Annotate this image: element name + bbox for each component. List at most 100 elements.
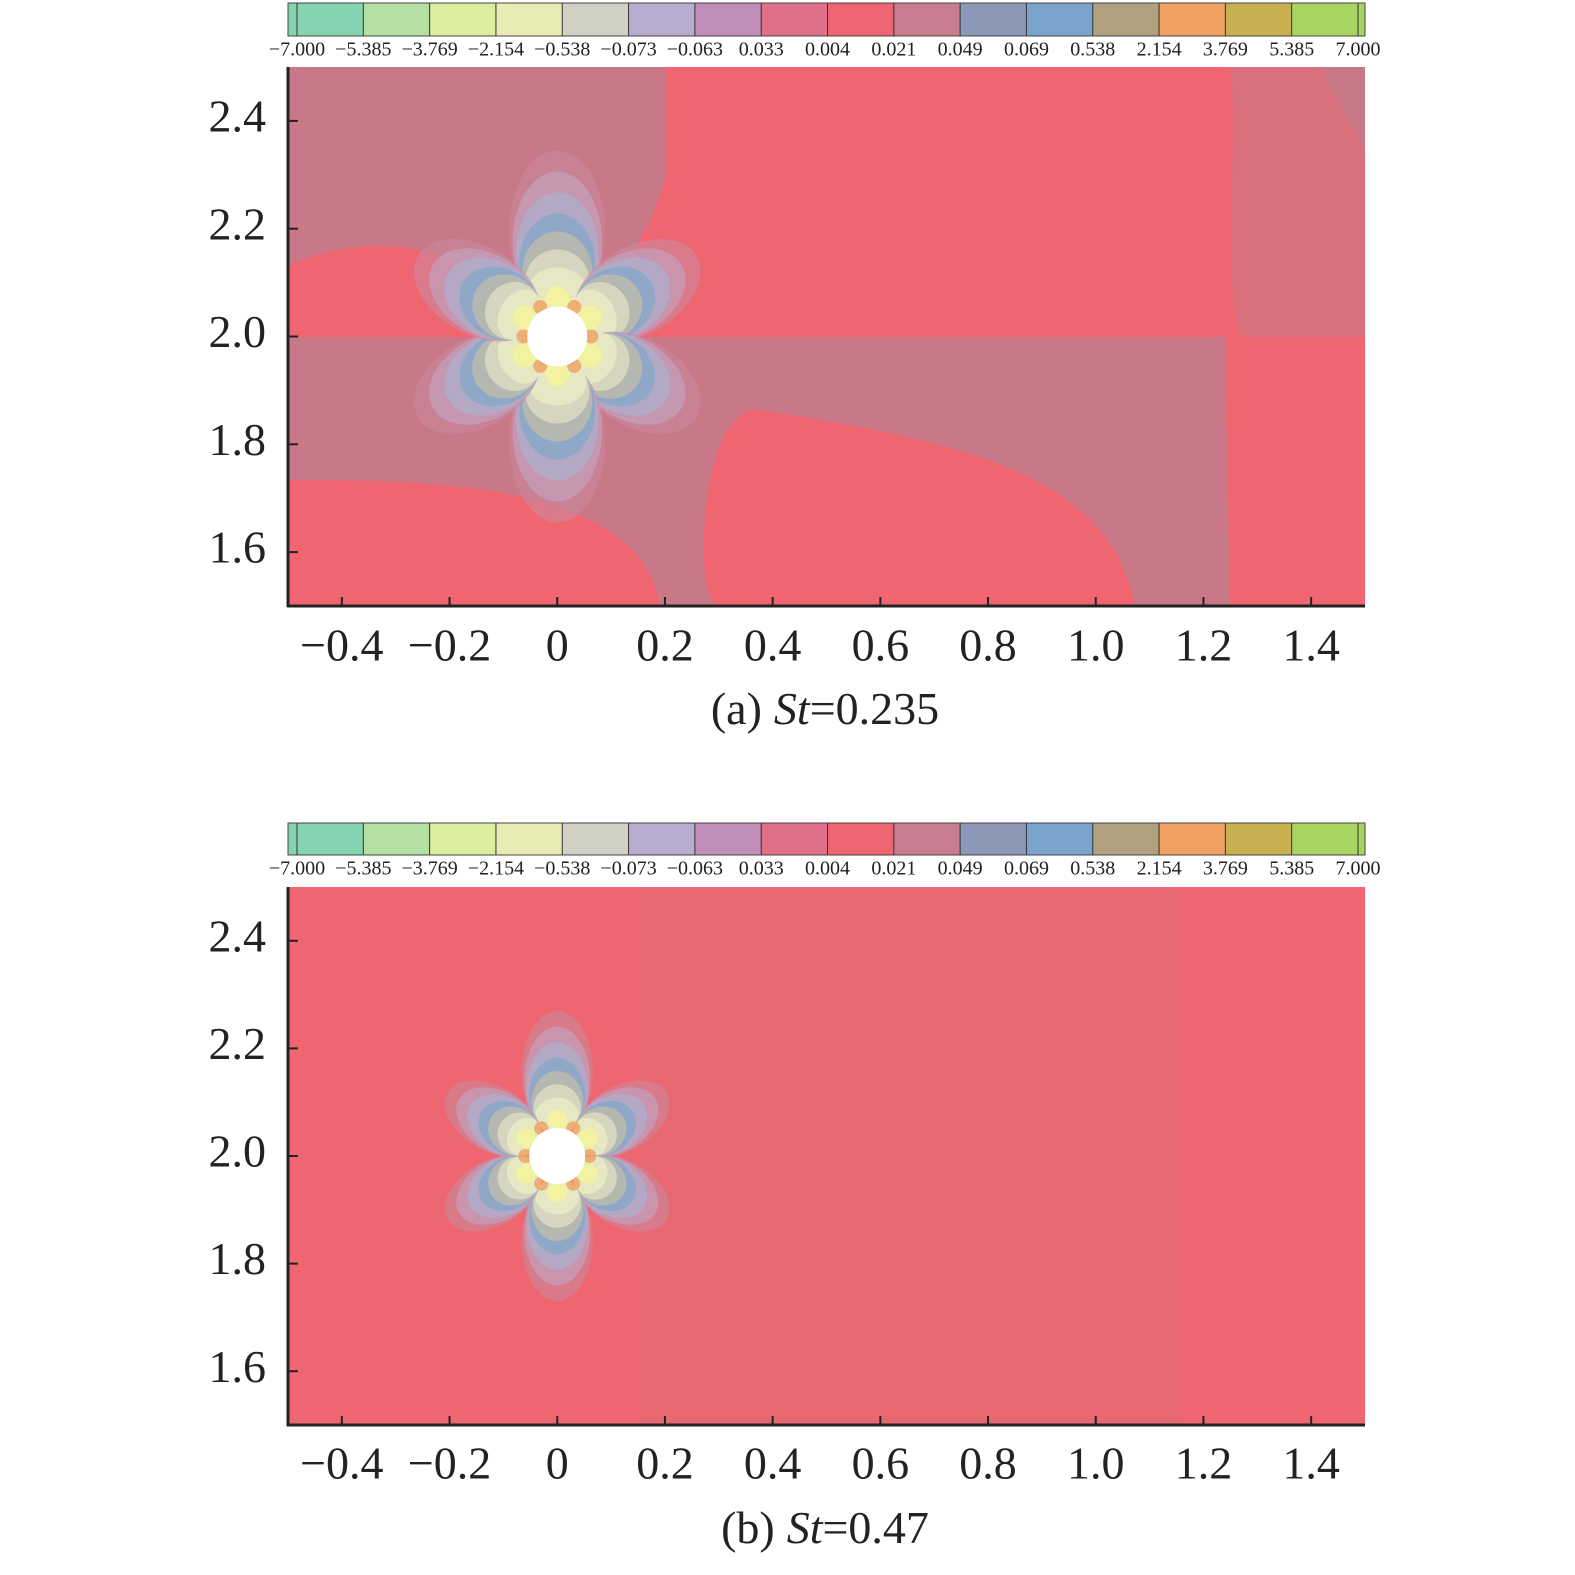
y-tick-label: 2.4 bbox=[209, 90, 267, 141]
colorbar-label: −7.000 bbox=[269, 39, 325, 61]
colorbar-label: −2.154 bbox=[468, 39, 524, 61]
colorbar-label: 2.154 bbox=[1137, 858, 1182, 880]
colorbar-label: −5.385 bbox=[335, 858, 391, 880]
colorbar-swatch bbox=[628, 823, 695, 855]
colorbar-swatch bbox=[960, 823, 1027, 855]
colorbar-swatch bbox=[495, 3, 563, 36]
x-tick-label: −0.2 bbox=[408, 620, 491, 671]
colorbar-label: 0.049 bbox=[938, 858, 983, 880]
colorbar-swatch bbox=[827, 3, 894, 36]
colorbar-label: 3.769 bbox=[1203, 39, 1248, 61]
colorbar-swatch bbox=[694, 3, 762, 36]
colorbar-label: −0.073 bbox=[600, 39, 656, 61]
y-tick-label: 2.2 bbox=[209, 1018, 267, 1069]
colorbar-label: 3.769 bbox=[1203, 858, 1248, 880]
y-tick-label: 2.0 bbox=[209, 1126, 267, 1177]
subtitle: (a) St=0.235 bbox=[711, 683, 939, 734]
colorbar-swatch bbox=[1291, 823, 1365, 855]
colorbar-label: 0.033 bbox=[739, 39, 784, 61]
subtitle-symbol: St bbox=[774, 683, 811, 734]
colorbar-swatch bbox=[827, 823, 894, 855]
colorbar-label: 0.069 bbox=[1004, 858, 1049, 880]
colorbar-label: −0.073 bbox=[600, 858, 656, 880]
colorbar-swatch bbox=[960, 3, 1027, 36]
x-tick-label: 0 bbox=[546, 1438, 569, 1489]
y-tick-label: 2.2 bbox=[209, 198, 267, 249]
colorbar-swatch bbox=[363, 823, 430, 855]
subtitle-symbol: St bbox=[787, 1502, 824, 1553]
x-tick-label: 1.0 bbox=[1067, 620, 1125, 671]
x-tick-label: 1.2 bbox=[1175, 1438, 1233, 1489]
field-region bbox=[1320, 67, 1365, 150]
subtitle-prefix: (a) bbox=[711, 683, 762, 734]
colorbar-swatch bbox=[628, 3, 695, 36]
x-tick-label: 1.4 bbox=[1282, 620, 1340, 671]
colorbar-frame bbox=[287, 822, 1366, 856]
colorbar-frame bbox=[287, 2, 1366, 37]
colorbar-swatch bbox=[694, 823, 762, 855]
colorbar-label: 2.154 bbox=[1137, 39, 1182, 61]
field-contour bbox=[518, 1149, 533, 1163]
colorbar-label: −5.385 bbox=[335, 39, 391, 61]
field-contour bbox=[516, 1164, 536, 1184]
colorbar-label: −0.063 bbox=[667, 858, 723, 880]
colorbar-swatch bbox=[562, 3, 629, 36]
colorbar-swatch bbox=[363, 3, 430, 36]
x-tick-label: −0.4 bbox=[300, 1438, 383, 1489]
x-tick-label: 0.6 bbox=[852, 1438, 910, 1489]
cylinder bbox=[527, 306, 588, 367]
y-tick-label: 1.6 bbox=[209, 1341, 267, 1392]
subtitle-suffix: =0.47 bbox=[822, 1502, 928, 1553]
y-tick-label: 1.8 bbox=[209, 1233, 267, 1284]
field-contour bbox=[547, 1110, 567, 1130]
x-tick-label: 0.8 bbox=[959, 620, 1017, 671]
colorbar-label: 0.021 bbox=[871, 858, 916, 880]
x-tick-label: 0.6 bbox=[852, 620, 910, 671]
field-contour bbox=[545, 286, 570, 311]
colorbar-swatch bbox=[562, 823, 629, 855]
colorbar-label: 0.033 bbox=[739, 858, 784, 880]
colorbar-label: −0.063 bbox=[667, 39, 723, 61]
colorbar-label: −0.538 bbox=[534, 39, 590, 61]
field-region bbox=[640, 887, 1180, 1425]
subtitle-suffix: =0.235 bbox=[810, 683, 939, 734]
colorbar-label: −0.538 bbox=[534, 858, 590, 880]
x-tick-label: 0.4 bbox=[744, 1438, 802, 1489]
y-tick-label: 1.8 bbox=[209, 414, 267, 465]
colorbar-label: 5.385 bbox=[1269, 858, 1314, 880]
x-tick-label: 1.0 bbox=[1067, 1438, 1125, 1489]
colorbar-label: 5.385 bbox=[1269, 39, 1314, 61]
colorbar-swatch bbox=[1026, 823, 1093, 855]
colorbar-label: −7.000 bbox=[269, 858, 325, 880]
colorbar-swatch bbox=[1159, 823, 1226, 855]
cylinder bbox=[529, 1128, 586, 1184]
colorbar-swatch bbox=[761, 3, 828, 36]
x-tick-label: 0.4 bbox=[744, 620, 802, 671]
colorbar-swatch bbox=[893, 3, 961, 36]
colorbar-label: 0.049 bbox=[938, 39, 983, 61]
colorbar-label: 0.069 bbox=[1004, 39, 1049, 61]
y-tick-label: 1.6 bbox=[209, 522, 267, 573]
x-tick-label: −0.4 bbox=[300, 620, 383, 671]
contour-field bbox=[288, 887, 1365, 1425]
colorbar-label: −2.154 bbox=[468, 858, 524, 880]
colorbar-label: 0.004 bbox=[805, 39, 850, 61]
colorbar-swatch bbox=[429, 3, 496, 36]
colorbar-swatch bbox=[429, 823, 496, 855]
x-tick-label: 0.8 bbox=[959, 1438, 1017, 1489]
colorbar-swatch bbox=[1225, 3, 1292, 36]
colorbar-label: 7.000 bbox=[1336, 858, 1381, 880]
field-contour bbox=[584, 329, 599, 344]
colorbar-label: 7.000 bbox=[1336, 39, 1381, 61]
colorbar-swatch bbox=[893, 823, 961, 855]
contour-field bbox=[288, 67, 1365, 606]
colorbar-label: −3.769 bbox=[401, 39, 457, 61]
field-contour bbox=[547, 1182, 567, 1202]
x-tick-label: −0.2 bbox=[408, 1438, 491, 1489]
colorbar-label: 0.538 bbox=[1070, 39, 1115, 61]
colorbar-swatch bbox=[288, 3, 364, 36]
x-tick-label: 1.4 bbox=[1282, 1438, 1340, 1489]
field-contour bbox=[545, 362, 570, 387]
x-tick-label: 0 bbox=[546, 620, 569, 671]
